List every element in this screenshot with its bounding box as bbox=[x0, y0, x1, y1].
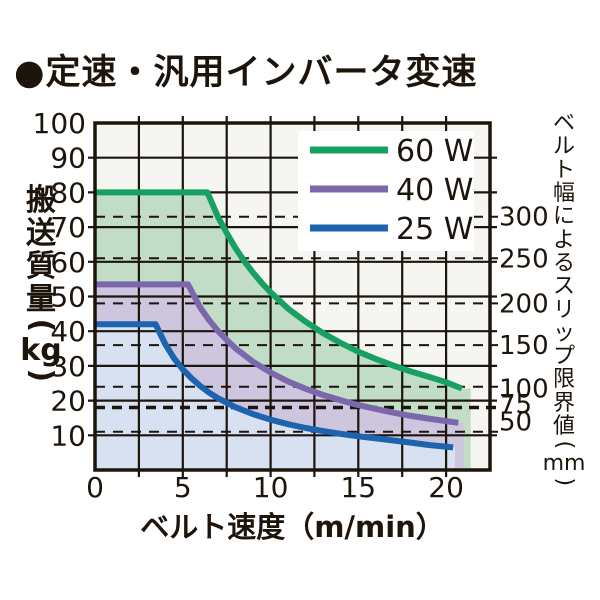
series-fill-25w bbox=[95, 324, 455, 470]
y-axis-title-left: 搬送質量(kg) bbox=[20, 183, 62, 383]
svg-text:0: 0 bbox=[86, 471, 104, 504]
svg-text:80: 80 bbox=[50, 176, 86, 209]
svg-text:10: 10 bbox=[50, 419, 86, 452]
legend: 60 W 40 W 25 W bbox=[310, 134, 473, 247]
svg-text:10: 10 bbox=[253, 471, 289, 504]
series-line-60w bbox=[95, 189, 464, 392]
svg-text:20: 20 bbox=[50, 385, 86, 418]
legend-label-25w: 25 W bbox=[396, 212, 473, 247]
x-axis-title: ベルト速度（m/min） bbox=[140, 510, 445, 544]
svg-text:300: 300 bbox=[499, 203, 549, 233]
series-lines bbox=[95, 189, 464, 451]
series-line-40w bbox=[95, 281, 459, 426]
svg-text:200: 200 bbox=[499, 289, 549, 319]
svg-text:5: 5 bbox=[174, 471, 192, 504]
y-axis-title-right: ベルト幅によるスリップ限界値(mm) bbox=[542, 111, 586, 487]
svg-text:20: 20 bbox=[428, 471, 464, 504]
svg-text:30: 30 bbox=[50, 350, 86, 383]
svg-text:100: 100 bbox=[33, 107, 86, 140]
legend-label-40w: 40 W bbox=[396, 173, 473, 208]
svg-text:90: 90 bbox=[50, 142, 86, 175]
svg-text:15: 15 bbox=[340, 471, 376, 504]
svg-text:70: 70 bbox=[50, 211, 86, 244]
x-tick-labels: 0 5 10 15 20 bbox=[86, 471, 464, 504]
svg-text:150: 150 bbox=[499, 331, 549, 361]
plot-frame bbox=[93, 121, 492, 472]
svg-text:50: 50 bbox=[499, 407, 532, 437]
svg-text:40: 40 bbox=[50, 315, 86, 348]
legend-label-60w: 60 W bbox=[396, 134, 473, 169]
series-line-25w bbox=[95, 321, 454, 451]
chart-title: ●定速・汎用インバータ変速 bbox=[14, 53, 478, 93]
svg-text:60: 60 bbox=[50, 246, 86, 279]
svg-text:50: 50 bbox=[50, 281, 86, 314]
svg-text:100: 100 bbox=[499, 375, 549, 405]
svg-text:75: 75 bbox=[499, 390, 532, 420]
svg-text:250: 250 bbox=[499, 244, 549, 274]
